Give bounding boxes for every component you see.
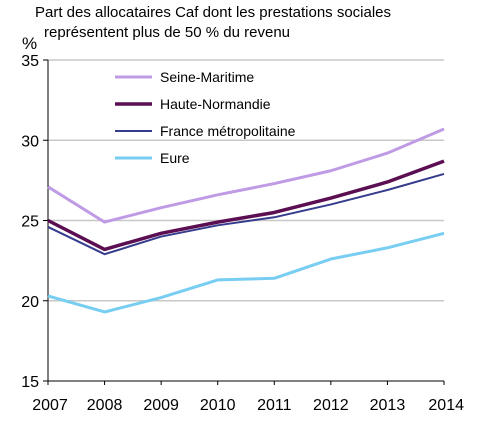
x-tick-label: 2014	[428, 397, 464, 414]
legend-label: Seine-Maritime	[160, 69, 254, 85]
legend-label: Haute-Normandie	[160, 96, 271, 112]
y-tick-labels: 15 20 25 30 35	[21, 53, 39, 391]
x-tick-label: 2013	[370, 397, 406, 414]
x-tick-label: 2012	[313, 397, 349, 414]
y-tick-label: 25	[21, 214, 39, 231]
legend-label: Eure	[160, 150, 190, 166]
y-tick-label: 35	[21, 53, 39, 70]
series-line	[47, 172, 445, 256]
y-axis-unit-label: %	[22, 34, 37, 53]
y-tick-label: 20	[21, 294, 39, 311]
x-tick-label: 2009	[143, 397, 179, 414]
series-line	[47, 231, 445, 314]
y-tick-label: 30	[21, 133, 39, 150]
legend: Seine-Maritime Haute-Normandie France métr…	[115, 69, 296, 166]
legend-label: France métropolitaine	[160, 123, 296, 139]
x-tick-labels: 2007 2008 2009 2010 2011 2012 2013 2014	[32, 397, 464, 414]
x-tick-label: 2008	[87, 397, 123, 414]
y-tick-label: 15	[21, 374, 39, 391]
x-tick-label: 2010	[200, 397, 236, 414]
x-tick-label: 2011	[257, 397, 292, 414]
series-line	[47, 127, 445, 224]
x-tick-label: 2007	[32, 397, 68, 414]
series-line	[47, 159, 445, 252]
series-lines	[47, 127, 445, 314]
chart-title-line-1: Part des allocataires Caf dont les prest…	[35, 4, 391, 21]
chart-title-line-2: représentent plus de 50 % du revenu	[44, 24, 290, 41]
